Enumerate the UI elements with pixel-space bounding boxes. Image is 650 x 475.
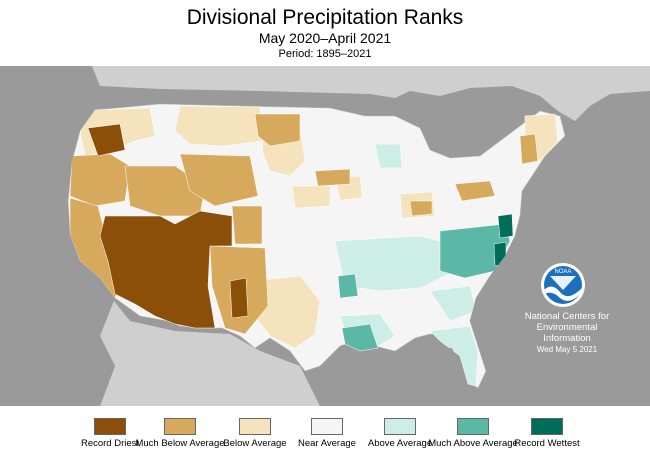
- record-driest-regions: [87, 123, 249, 329]
- legend-label: Above Average: [367, 438, 433, 449]
- map-header: Divisional Precipitation Ranks May 2020–…: [0, 0, 650, 66]
- legend-item-near: Near Average: [282, 418, 372, 449]
- legend-swatch: [94, 418, 126, 435]
- minnesota-much-below: [314, 168, 351, 187]
- oregon-much-below: [69, 153, 131, 207]
- legend-label: Record Wettest: [514, 438, 580, 449]
- florida-above: [429, 325, 479, 387]
- noaa-logo-text: NOAA: [554, 269, 571, 275]
- newengland-much-below: [519, 133, 539, 165]
- precipitation-map: NOAA National Centers for Environmental …: [0, 66, 650, 406]
- much-above-regions: [337, 223, 511, 352]
- louisiana-much-above: [341, 323, 379, 352]
- credit-line-1: National Centers for: [524, 311, 610, 322]
- dakota-much-below: [254, 113, 301, 147]
- arkansas-much-above: [337, 273, 359, 299]
- credit-date: Wed May 5 2021: [536, 345, 598, 354]
- southwest-record-dry: [99, 210, 233, 329]
- map-legend: Record Driest Much Below Average Below A…: [0, 406, 650, 475]
- legend-swatch: [384, 418, 416, 435]
- colorado-much-below: [231, 205, 263, 245]
- wyoming-much-below: [179, 153, 259, 207]
- new-mexico-record-dry: [229, 277, 249, 319]
- legend-item-below: Below Average: [210, 418, 300, 449]
- legend-label: Much Above Average: [428, 438, 518, 449]
- legend-label: Record Driest: [80, 438, 140, 449]
- map-subtitle: May 2020–April 2021: [258, 30, 392, 46]
- legend-swatch: [239, 418, 271, 435]
- gulf-of-mexico: [320, 346, 465, 406]
- legend-label: Near Average: [298, 438, 356, 449]
- legend-item-record-driest: Record Driest: [65, 418, 155, 449]
- michigan-above: [374, 143, 403, 169]
- legend-label: Below Average: [223, 438, 287, 449]
- legend-item-above: Above Average: [355, 418, 445, 449]
- canada-landmass: [0, 66, 650, 121]
- record-wettest-regions: [493, 213, 514, 267]
- legend-item-record-wettest: Record Wettest: [502, 418, 592, 449]
- legend-label: Much Below Average: [135, 438, 225, 449]
- credit-line-2: Environmental: [536, 322, 598, 333]
- ohio-much-below: [409, 200, 433, 217]
- legend-item-much-below: Much Below Average: [135, 418, 225, 449]
- nebraska-below: [291, 185, 331, 209]
- map-title: Divisional Precipitation Ranks: [186, 6, 464, 29]
- map-period: Period: 1895–2021: [278, 48, 372, 60]
- ncei-credits: National Centers for Environmental Infor…: [512, 311, 622, 355]
- legend-swatch: [164, 418, 196, 435]
- legend-swatch: [311, 418, 343, 435]
- pacific-ocean: [0, 106, 115, 406]
- credit-line-3: Information: [543, 333, 591, 344]
- map-canvas: [0, 66, 650, 406]
- montana-below: [174, 105, 263, 147]
- noaa-logo: NOAA: [541, 263, 585, 307]
- legend-swatch: [531, 418, 563, 435]
- northern-california-record-dry: [87, 123, 126, 157]
- pennsylvania-much-below: [454, 180, 496, 202]
- mexico-landmass: [70, 266, 320, 406]
- legend-item-much-above: Much Above Average: [428, 418, 518, 449]
- delmarva-record-wet: [497, 213, 514, 239]
- legend-swatch: [457, 418, 489, 435]
